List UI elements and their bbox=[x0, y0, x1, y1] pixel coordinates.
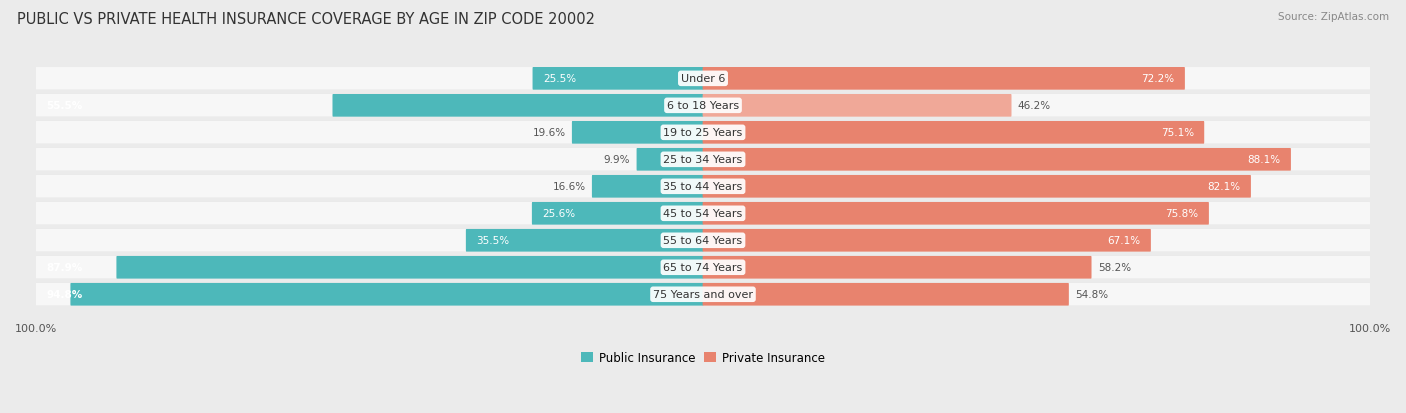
FancyBboxPatch shape bbox=[35, 202, 1371, 225]
Text: 58.2%: 58.2% bbox=[1098, 263, 1130, 273]
Text: 87.9%: 87.9% bbox=[46, 263, 83, 273]
Text: 25.6%: 25.6% bbox=[543, 209, 575, 219]
FancyBboxPatch shape bbox=[35, 149, 1371, 171]
Text: 65 to 74 Years: 65 to 74 Years bbox=[664, 263, 742, 273]
Text: 16.6%: 16.6% bbox=[553, 182, 586, 192]
Text: 67.1%: 67.1% bbox=[1108, 236, 1140, 246]
Text: Under 6: Under 6 bbox=[681, 74, 725, 84]
FancyBboxPatch shape bbox=[703, 229, 1152, 252]
Text: 54.8%: 54.8% bbox=[1076, 290, 1108, 299]
Text: 75 Years and over: 75 Years and over bbox=[652, 290, 754, 299]
FancyBboxPatch shape bbox=[332, 95, 703, 117]
FancyBboxPatch shape bbox=[703, 95, 1011, 117]
FancyBboxPatch shape bbox=[533, 68, 703, 90]
FancyBboxPatch shape bbox=[703, 95, 1371, 117]
FancyBboxPatch shape bbox=[703, 283, 1371, 306]
Text: 88.1%: 88.1% bbox=[1247, 155, 1281, 165]
FancyBboxPatch shape bbox=[703, 122, 1204, 144]
Text: 25 to 34 Years: 25 to 34 Years bbox=[664, 155, 742, 165]
FancyBboxPatch shape bbox=[117, 256, 703, 279]
FancyBboxPatch shape bbox=[35, 68, 1371, 90]
Text: 55.5%: 55.5% bbox=[46, 101, 83, 111]
Text: 25.5%: 25.5% bbox=[543, 74, 576, 84]
FancyBboxPatch shape bbox=[703, 149, 1291, 171]
FancyBboxPatch shape bbox=[35, 68, 703, 90]
FancyBboxPatch shape bbox=[703, 122, 1371, 144]
Text: 75.1%: 75.1% bbox=[1161, 128, 1194, 138]
FancyBboxPatch shape bbox=[572, 122, 703, 144]
FancyBboxPatch shape bbox=[703, 202, 1371, 225]
FancyBboxPatch shape bbox=[465, 229, 703, 252]
FancyBboxPatch shape bbox=[703, 283, 1069, 306]
FancyBboxPatch shape bbox=[35, 122, 1371, 144]
FancyBboxPatch shape bbox=[531, 202, 703, 225]
FancyBboxPatch shape bbox=[35, 176, 1371, 198]
FancyBboxPatch shape bbox=[35, 95, 703, 117]
Text: Source: ZipAtlas.com: Source: ZipAtlas.com bbox=[1278, 12, 1389, 22]
Text: 72.2%: 72.2% bbox=[1142, 74, 1174, 84]
FancyBboxPatch shape bbox=[35, 149, 703, 171]
FancyBboxPatch shape bbox=[35, 229, 1371, 252]
Text: 19.6%: 19.6% bbox=[533, 128, 565, 138]
FancyBboxPatch shape bbox=[70, 283, 703, 306]
FancyBboxPatch shape bbox=[703, 229, 1371, 252]
FancyBboxPatch shape bbox=[703, 256, 1371, 279]
FancyBboxPatch shape bbox=[703, 176, 1371, 198]
Text: 9.9%: 9.9% bbox=[603, 155, 630, 165]
FancyBboxPatch shape bbox=[35, 256, 703, 279]
Text: 75.8%: 75.8% bbox=[1166, 209, 1198, 219]
Text: 35 to 44 Years: 35 to 44 Years bbox=[664, 182, 742, 192]
FancyBboxPatch shape bbox=[703, 68, 1371, 90]
FancyBboxPatch shape bbox=[703, 202, 1209, 225]
Text: 94.8%: 94.8% bbox=[46, 290, 83, 299]
FancyBboxPatch shape bbox=[592, 176, 703, 198]
Text: PUBLIC VS PRIVATE HEALTH INSURANCE COVERAGE BY AGE IN ZIP CODE 20002: PUBLIC VS PRIVATE HEALTH INSURANCE COVER… bbox=[17, 12, 595, 27]
FancyBboxPatch shape bbox=[703, 68, 1185, 90]
Legend: Public Insurance, Private Insurance: Public Insurance, Private Insurance bbox=[576, 347, 830, 369]
Text: 19 to 25 Years: 19 to 25 Years bbox=[664, 128, 742, 138]
FancyBboxPatch shape bbox=[35, 202, 703, 225]
Text: 6 to 18 Years: 6 to 18 Years bbox=[666, 101, 740, 111]
Text: 45 to 54 Years: 45 to 54 Years bbox=[664, 209, 742, 219]
FancyBboxPatch shape bbox=[35, 122, 703, 144]
FancyBboxPatch shape bbox=[703, 176, 1251, 198]
FancyBboxPatch shape bbox=[35, 95, 1371, 117]
Text: 82.1%: 82.1% bbox=[1208, 182, 1240, 192]
FancyBboxPatch shape bbox=[703, 149, 1371, 171]
FancyBboxPatch shape bbox=[35, 256, 1371, 279]
FancyBboxPatch shape bbox=[35, 283, 703, 306]
FancyBboxPatch shape bbox=[35, 283, 1371, 306]
Text: 35.5%: 35.5% bbox=[477, 236, 509, 246]
FancyBboxPatch shape bbox=[703, 256, 1091, 279]
FancyBboxPatch shape bbox=[35, 229, 703, 252]
FancyBboxPatch shape bbox=[35, 176, 703, 198]
FancyBboxPatch shape bbox=[637, 149, 703, 171]
Text: 46.2%: 46.2% bbox=[1018, 101, 1050, 111]
Text: 55 to 64 Years: 55 to 64 Years bbox=[664, 236, 742, 246]
